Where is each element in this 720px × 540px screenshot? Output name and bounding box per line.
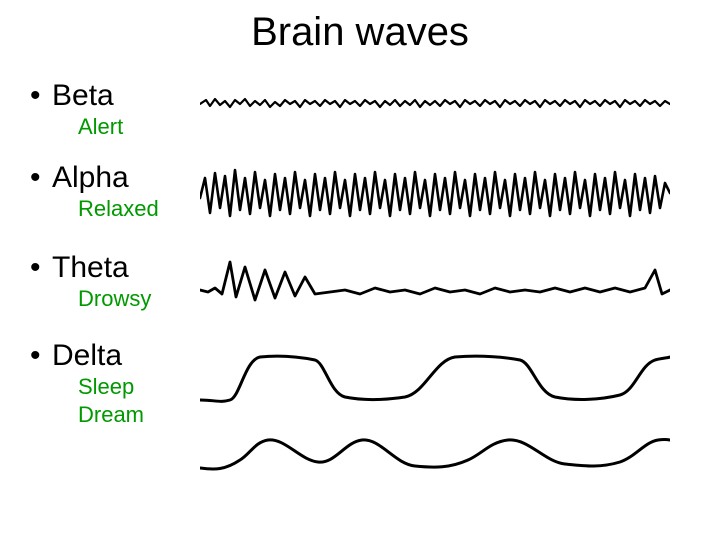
- wave-delta: [200, 345, 670, 415]
- wave-beta: [200, 82, 670, 122]
- label-beta: Beta: [52, 79, 114, 112]
- slide: { "title": "Brain waves", "label_color":…: [0, 0, 720, 540]
- wave-theta: [200, 252, 670, 312]
- label-alpha: Alpha: [52, 161, 129, 194]
- slide-title: Brain waves: [0, 10, 720, 55]
- wave-alpha: [200, 158, 670, 228]
- label-theta: Theta: [52, 251, 129, 284]
- wave-delta-2: [200, 420, 670, 490]
- label-delta: Delta: [52, 339, 122, 372]
